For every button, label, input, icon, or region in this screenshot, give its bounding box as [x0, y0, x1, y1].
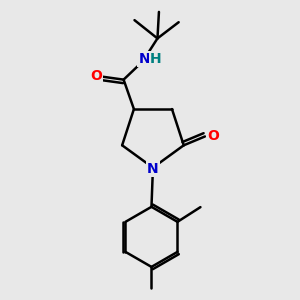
Text: H: H — [150, 52, 162, 66]
Text: O: O — [207, 130, 219, 143]
Text: O: O — [90, 69, 102, 83]
Text: N: N — [138, 52, 150, 66]
Text: N: N — [147, 162, 159, 176]
